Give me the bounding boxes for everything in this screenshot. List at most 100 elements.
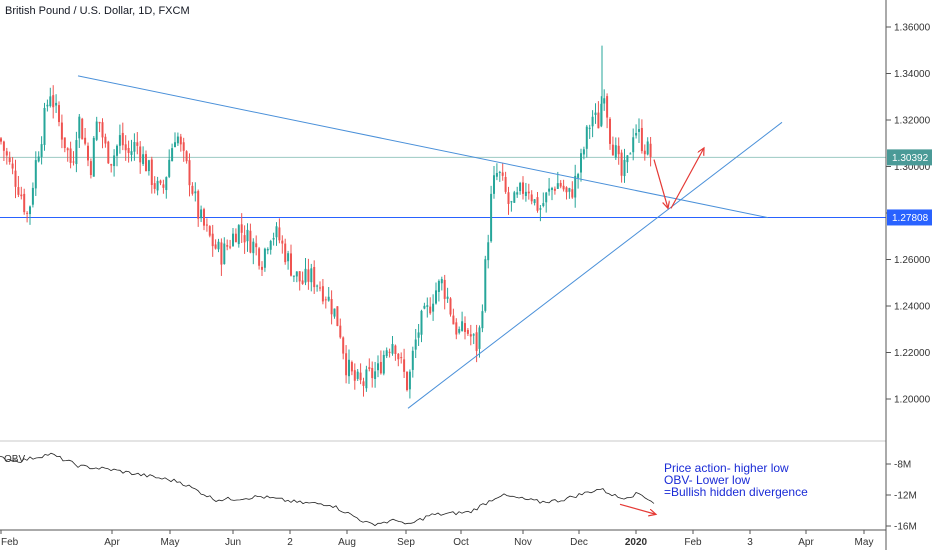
ascending-trendline[interactable] bbox=[407, 121, 783, 409]
candle bbox=[498, 170, 501, 182]
candle bbox=[406, 371, 408, 392]
candle bbox=[504, 171, 507, 194]
candle bbox=[342, 336, 345, 360]
candle bbox=[524, 182, 527, 202]
candle bbox=[162, 179, 165, 194]
candle bbox=[649, 136, 652, 167]
candle bbox=[452, 308, 455, 325]
candle bbox=[232, 227, 234, 248]
candle bbox=[319, 281, 321, 292]
candle bbox=[324, 296, 327, 309]
candle bbox=[150, 156, 153, 194]
time-tick-label: 3 bbox=[747, 537, 753, 548]
candle bbox=[298, 271, 301, 291]
time-tick-label: 2020 bbox=[625, 537, 648, 548]
candle bbox=[205, 218, 208, 232]
candle bbox=[565, 186, 568, 200]
candle bbox=[121, 122, 124, 151]
candle bbox=[620, 149, 623, 183]
candle bbox=[234, 228, 237, 243]
candle bbox=[356, 369, 359, 381]
candle bbox=[519, 181, 522, 195]
candle bbox=[643, 144, 646, 161]
candle bbox=[124, 135, 127, 161]
candle bbox=[269, 239, 272, 255]
candle bbox=[81, 117, 84, 140]
candle bbox=[8, 151, 11, 165]
candle bbox=[217, 238, 220, 253]
candle bbox=[353, 363, 356, 390]
note-line-1: Price action- higher low bbox=[664, 461, 789, 475]
price-axis[interactable]: 1.200001.220001.240001.260001.280001.300… bbox=[886, 23, 931, 406]
candle bbox=[116, 144, 118, 167]
candle bbox=[594, 103, 597, 124]
candle bbox=[516, 186, 519, 198]
candle bbox=[211, 224, 214, 257]
candle bbox=[113, 149, 116, 177]
support-price-tag: 1.27808 bbox=[887, 209, 932, 226]
trendlines[interactable] bbox=[77, 75, 783, 409]
candle bbox=[339, 318, 342, 339]
candle bbox=[107, 140, 110, 165]
candle bbox=[377, 355, 379, 378]
candle bbox=[461, 311, 464, 332]
candle bbox=[75, 131, 78, 173]
current-price-tag: 1.30392 bbox=[887, 149, 932, 166]
candle bbox=[490, 185, 493, 243]
candle bbox=[545, 191, 548, 213]
candle bbox=[420, 309, 423, 343]
candle bbox=[591, 110, 594, 138]
candle bbox=[46, 99, 49, 112]
candle bbox=[110, 163, 113, 173]
candle bbox=[435, 282, 437, 305]
candle bbox=[266, 247, 269, 255]
candle bbox=[43, 102, 46, 151]
candle bbox=[423, 302, 426, 310]
time-tick-label: Sep bbox=[397, 537, 415, 548]
candle bbox=[394, 344, 397, 361]
candle bbox=[495, 163, 498, 181]
descending-trendline[interactable] bbox=[77, 75, 769, 219]
candle bbox=[118, 124, 121, 154]
candle bbox=[136, 132, 139, 155]
divergence-note: Price action- higher low OBV- Lower low … bbox=[664, 461, 808, 499]
candle bbox=[229, 239, 232, 250]
candle bbox=[530, 190, 533, 205]
candle bbox=[145, 150, 147, 172]
candle bbox=[34, 151, 37, 196]
candle bbox=[574, 164, 577, 208]
projection-arrows bbox=[653, 148, 704, 208]
candle bbox=[261, 261, 263, 276]
candle bbox=[55, 94, 58, 113]
candle bbox=[52, 85, 55, 119]
candle bbox=[72, 151, 75, 166]
candle bbox=[522, 176, 524, 200]
candle bbox=[348, 349, 350, 384]
candle bbox=[171, 143, 174, 162]
time-axis[interactable]: Feb Apr May Jun 2 Aug Sep Oct Nov Dec 2020 Feb 3 Apr M… bbox=[0, 530, 873, 548]
candle bbox=[562, 179, 565, 192]
time-tick-label: Jun bbox=[225, 537, 241, 548]
price-tag-label: 1.27808 bbox=[892, 213, 929, 224]
candle bbox=[597, 101, 600, 129]
candle bbox=[84, 127, 87, 146]
candle bbox=[321, 278, 324, 305]
candle bbox=[626, 154, 629, 173]
candle bbox=[388, 348, 391, 358]
candle bbox=[429, 297, 432, 315]
candle bbox=[397, 353, 400, 367]
candle bbox=[379, 350, 382, 375]
candle bbox=[568, 187, 571, 199]
candle bbox=[60, 114, 63, 149]
candle bbox=[26, 211, 29, 223]
candle bbox=[336, 306, 339, 327]
obv-pane: -8M -12M -16M bbox=[0, 452, 917, 533]
candle bbox=[362, 377, 365, 397]
candle bbox=[345, 345, 348, 384]
candle bbox=[29, 205, 31, 225]
candle bbox=[472, 333, 475, 345]
candle bbox=[214, 239, 217, 250]
candle bbox=[281, 235, 284, 254]
candle bbox=[513, 190, 516, 203]
